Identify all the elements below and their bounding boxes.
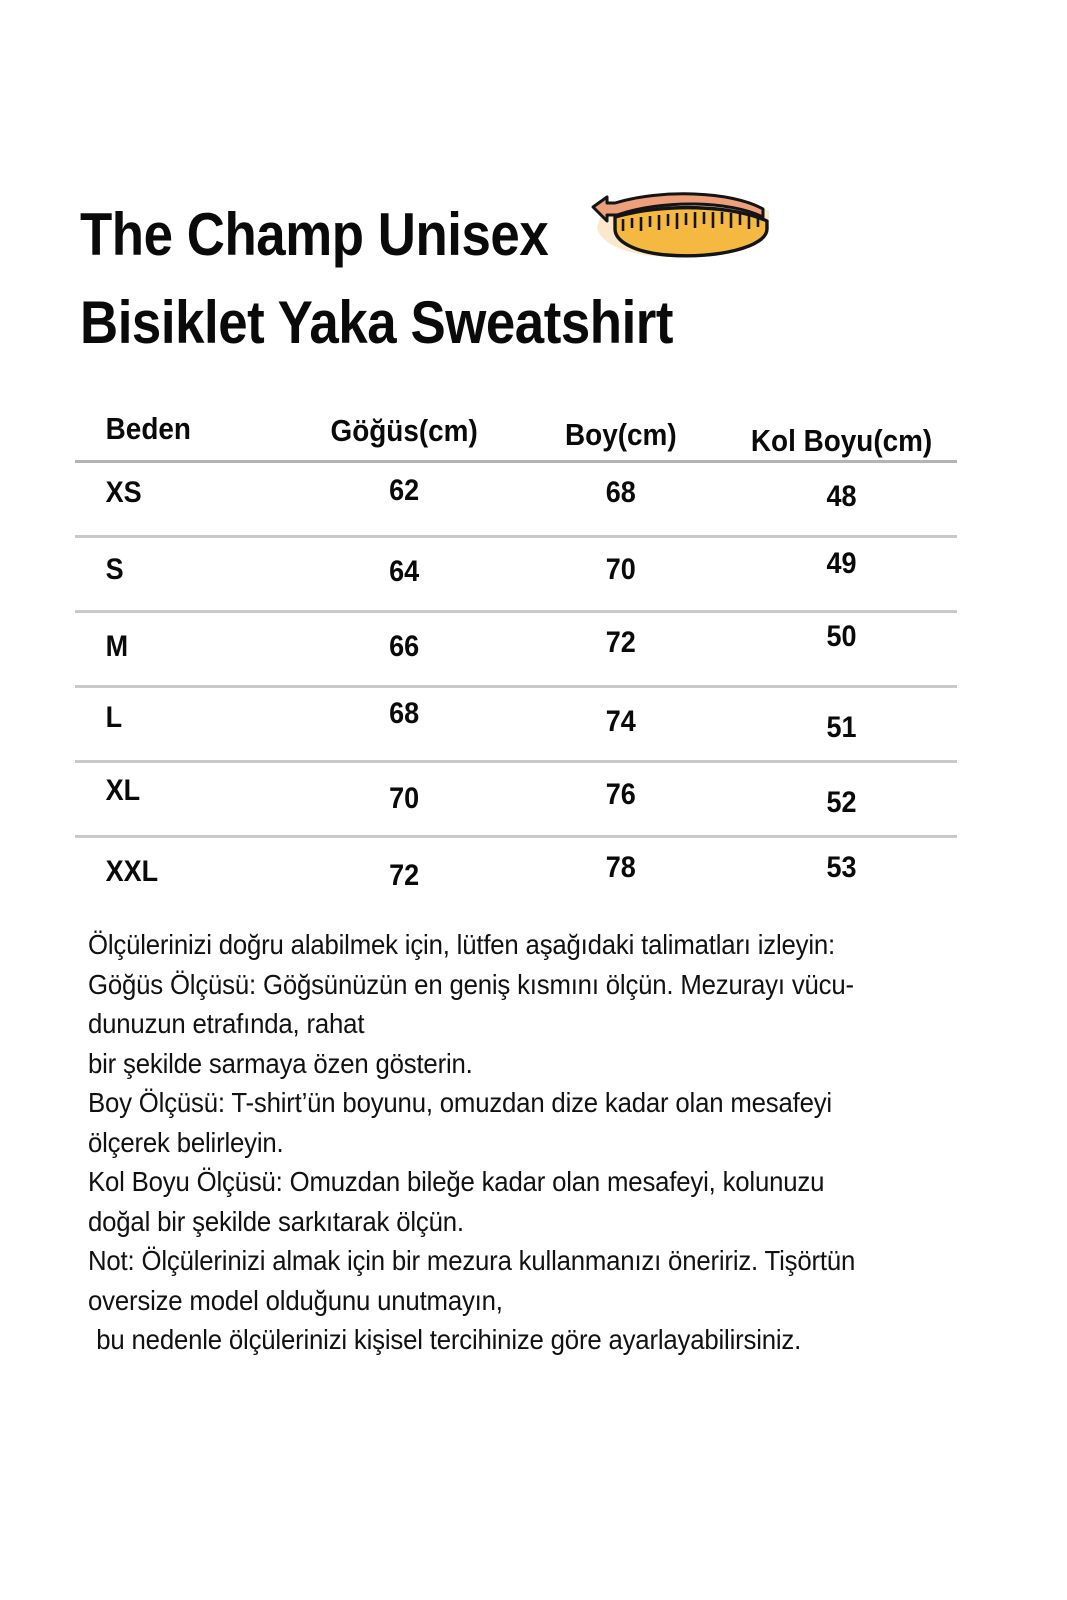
cell-size: L — [105, 701, 123, 734]
cell-size: XXL — [105, 855, 159, 888]
column-header-length: Boy(cm) — [565, 417, 677, 452]
title-line-1-row: The Champ Unisex — [80, 185, 890, 285]
measurement-instructions: Ölçülerinizi doğru alabilmek için, lütfe… — [88, 925, 988, 1360]
cell-chest: 66 — [389, 630, 420, 663]
tape-measure-icon — [571, 185, 781, 285]
table-row-separator — [75, 685, 957, 688]
instruction-line: dunuzun etrafında, rahat — [88, 1008, 365, 1039]
instruction-line: oversize model olduğunu unutmayın, — [88, 1284, 503, 1316]
table-row: S 64 70 49 — [75, 538, 957, 610]
title-line-2: Bisiklet Yaka Sweatshirt — [80, 289, 674, 356]
table-header-row: Beden Göğüs(cm) Boy(cm) Kol Boyu(cm) — [75, 412, 957, 460]
table-row: M 66 72 50 — [75, 613, 957, 685]
cell-chest: 68 — [389, 697, 420, 730]
instruction-line: ölçerek belirleyin. — [88, 1126, 284, 1158]
cell-length: 78 — [606, 851, 637, 884]
cell-chest: 62 — [389, 474, 420, 507]
instruction-line: doğal bir şekilde sarkıtarak ölçün. — [88, 1205, 464, 1237]
cell-length: 70 — [606, 553, 637, 586]
instruction-line: Ölçülerinizi doğru alabilmek için, lütfe… — [88, 929, 836, 960]
table-row-separator — [75, 760, 957, 763]
instruction-line: Boy Ölçüsü: T-shirt’ün boyunu, omuzdan d… — [88, 1087, 832, 1118]
instruction-line: Not: Ölçülerinizi almak için bir mezura … — [88, 1245, 856, 1276]
instruction-line: bir şekilde sarmaya özen gösterin. — [88, 1047, 473, 1079]
page-title: The Champ Unisex — [80, 185, 1000, 361]
column-header-chest: Göğüs(cm) — [330, 413, 478, 448]
table-row-separator — [75, 835, 957, 838]
cell-length: 72 — [606, 626, 637, 659]
instruction-line: Kol Boyu Ölçüsü: Omuzdan bileğe kadar ol… — [88, 1166, 825, 1197]
title-line-1: The Champ Unisex — [80, 201, 549, 268]
size-chart-table: Beden Göğüs(cm) Boy(cm) Kol Boyu(cm) XS … — [75, 412, 957, 910]
cell-sleeve: 52 — [826, 786, 857, 819]
cell-length: 74 — [606, 705, 637, 738]
table-row: L 68 74 51 — [75, 688, 957, 760]
cell-length: 68 — [606, 476, 637, 509]
cell-sleeve: 53 — [826, 851, 857, 884]
cell-length: 76 — [606, 778, 637, 811]
table-row-separator — [75, 535, 957, 538]
cell-chest: 72 — [389, 859, 420, 892]
column-header-sleeve: Kol Boyu(cm) — [750, 423, 933, 458]
instruction-line: bu nedenle ölçülerinizi kişisel tercihin… — [96, 1324, 802, 1355]
table-row-separator — [75, 610, 957, 613]
cell-sleeve: 49 — [826, 547, 857, 580]
table-header-separator — [75, 460, 957, 463]
cell-size: XL — [105, 774, 141, 807]
table-row: XXL 72 78 53 — [75, 838, 957, 910]
instruction-line: Göğüs Ölçüsü: Göğsünüzün en geniş kısmın… — [88, 968, 854, 1000]
cell-sleeve: 48 — [826, 480, 857, 513]
cell-size: S — [105, 553, 124, 586]
cell-size: M — [105, 630, 129, 663]
cell-sleeve: 51 — [826, 711, 857, 744]
cell-sleeve: 50 — [826, 620, 857, 653]
table-row: XL 70 76 52 — [75, 763, 957, 835]
column-header-size: Beden — [105, 411, 191, 446]
table-row: XS 62 68 48 — [75, 463, 957, 535]
cell-size: XS — [105, 476, 142, 509]
cell-chest: 70 — [389, 782, 420, 815]
cell-chest: 64 — [389, 555, 420, 588]
